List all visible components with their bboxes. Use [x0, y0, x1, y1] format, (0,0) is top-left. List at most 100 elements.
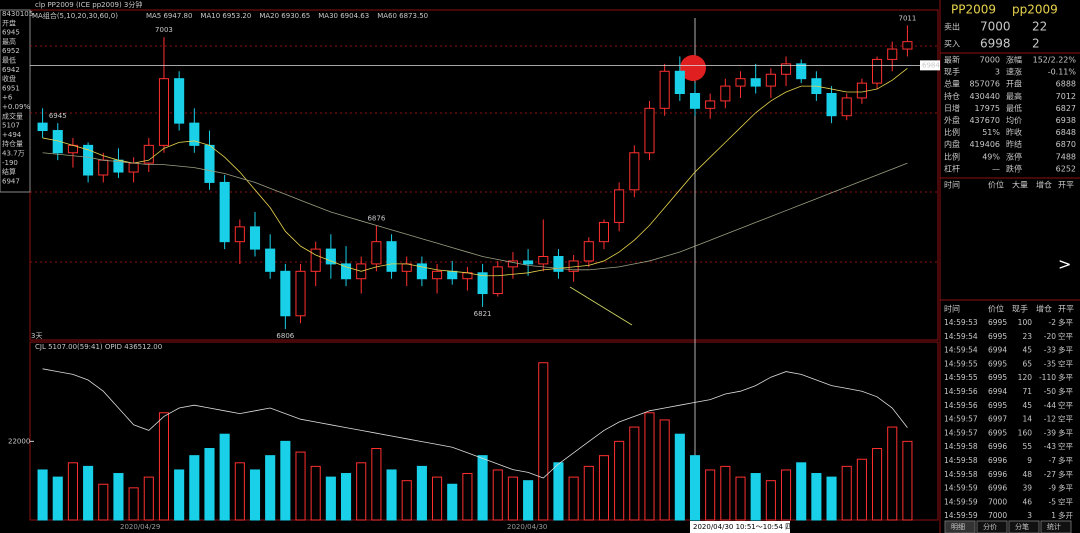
candle-body — [689, 93, 701, 109]
volume-bar — [674, 433, 685, 521]
volume-header: CJL 5107.00(59:41) OPID 436512.00 — [35, 343, 162, 351]
quote-row-value: 49% — [982, 152, 1000, 161]
quote-row-value: 7012 — [1056, 92, 1076, 101]
tab-label[interactable]: 统计 — [1047, 522, 1061, 531]
candle-body — [52, 130, 63, 154]
trade-cell: -39 — [1044, 428, 1056, 437]
volume-bar — [523, 480, 534, 521]
volume-bar — [462, 473, 473, 521]
trade-cell: 14:59:55 — [944, 359, 978, 368]
trade-cell: 空平 — [1058, 441, 1074, 451]
trade-cell: 55 — [1022, 442, 1032, 451]
candle-body — [492, 266, 503, 295]
candle-body — [265, 248, 276, 272]
trade-cell: -33 — [1044, 346, 1056, 355]
quote-row-value: 430440 — [969, 92, 1000, 101]
quote-price: 7000 — [980, 20, 1011, 34]
tab-label[interactable]: 分笔 — [1015, 522, 1029, 531]
candle-body — [174, 78, 185, 124]
volume-bar — [614, 440, 625, 521]
trade-cell: 7000 — [988, 511, 1007, 520]
ma-label: MA60 6873.50 — [377, 12, 428, 20]
quote-row-value: 419406 — [969, 140, 1000, 149]
volume-bar — [538, 362, 549, 521]
info-item: 最低 — [2, 56, 16, 65]
quote-row-value: 7000 — [980, 56, 1000, 65]
volume-bar — [67, 462, 78, 521]
volume-bar — [553, 462, 564, 521]
candle-body — [720, 85, 731, 102]
candle-body — [841, 97, 852, 117]
price-annotation: 6945 — [49, 112, 67, 120]
quote-label: 卖出 — [944, 22, 960, 32]
volume-bar — [219, 433, 230, 521]
trade-cell: -27 — [1044, 470, 1056, 479]
quote-label: 买入 — [944, 40, 960, 49]
candle-body — [705, 100, 716, 109]
candle-body — [872, 58, 883, 84]
quote-row-value: 6252 — [1056, 164, 1076, 173]
quote-row-value: 6938 — [1056, 116, 1076, 125]
tab-label[interactable]: 分价 — [983, 522, 997, 531]
candle-body — [158, 78, 170, 146]
ma-label: MA10 6953.20 — [200, 12, 251, 20]
candle-body — [674, 70, 685, 94]
volume-bar — [371, 448, 382, 521]
trade-cell: -12 — [1044, 415, 1056, 424]
info-item: 6951 — [2, 84, 20, 92]
trade-cell: 14 — [1022, 415, 1032, 424]
quote-row-value: -0.11% — [1048, 68, 1077, 77]
candle-body — [143, 144, 154, 164]
tab[interactable] — [1008, 520, 1040, 533]
trade-cell: 14:59:58 — [944, 470, 978, 479]
quote-row-label: 现手 — [944, 67, 960, 77]
trade-cell: 14:59:54 — [944, 346, 978, 355]
volume-bar — [356, 462, 367, 521]
trade-cell: 45 — [1022, 346, 1032, 355]
candle-body — [340, 263, 352, 280]
volume-bar — [568, 476, 579, 521]
trade-cell: 14:59:57 — [944, 428, 978, 437]
candle-body — [780, 63, 792, 75]
volume-bar — [872, 448, 883, 521]
cursor-dot — [680, 55, 706, 81]
candle-body — [583, 241, 594, 262]
candle-body — [204, 144, 215, 183]
volume-bar — [340, 473, 352, 521]
volume-bar — [598, 455, 610, 521]
quote-row-value: 17975 — [975, 104, 1000, 113]
trade-cell: 多平 — [1058, 345, 1074, 355]
trade-cell: -50 — [1044, 387, 1056, 396]
trade-cell: 1 — [1051, 511, 1056, 520]
trade-cell: 6995 — [988, 318, 1007, 327]
ma-line — [42, 152, 908, 271]
tab[interactable] — [976, 520, 1008, 533]
period: 3天 — [31, 332, 42, 340]
arrow — [569, 286, 633, 326]
info-item: 8430105 — [2, 10, 33, 18]
candle-body — [629, 152, 640, 191]
column-header: 价位 — [988, 180, 1004, 190]
volume-bar — [128, 487, 139, 521]
symbol: clp PP2009 (ICE pp2009) 3分钟 — [35, 0, 142, 9]
quote-row-label: 最新 — [944, 55, 960, 65]
trade-cell: 空平 — [1058, 496, 1074, 506]
quote-price: 6998 — [980, 37, 1011, 51]
trade-cell: 14:59:59 — [944, 497, 978, 506]
trade-cell: 空平 — [1058, 331, 1074, 341]
volume-bar — [689, 455, 701, 521]
candle-body — [826, 93, 837, 117]
candle-body — [598, 221, 610, 243]
quote-row-label: 日增 — [944, 103, 960, 113]
trade-cell: 多平 — [1058, 372, 1074, 382]
volume-bar — [735, 476, 746, 521]
trade-cell: 48 — [1022, 470, 1032, 479]
tab-label[interactable]: 明细 — [951, 522, 965, 531]
quote-row-value: 3 — [995, 68, 1000, 77]
tab[interactable] — [1040, 520, 1072, 533]
candle-body — [644, 107, 655, 154]
tab[interactable] — [944, 520, 976, 533]
trade-cell: -9 — [1049, 484, 1057, 493]
column-header: 现手 — [1012, 304, 1028, 314]
expand-arrow[interactable]: > — [1058, 255, 1071, 274]
